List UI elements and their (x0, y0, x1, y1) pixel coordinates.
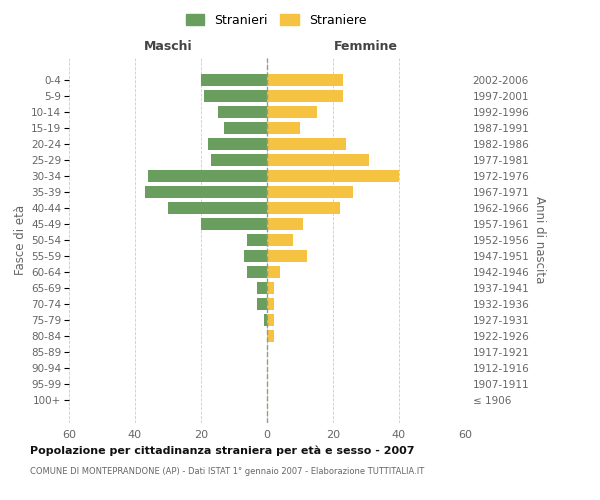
Bar (257, 298, 267, 310)
Text: Maschi: Maschi (143, 40, 193, 52)
Bar (267, 122, 300, 134)
Bar (267, 202, 340, 214)
Bar (247, 234, 267, 246)
Bar (264, 314, 267, 326)
Bar (267, 138, 346, 150)
Bar (145, 186, 267, 198)
Bar (267, 186, 353, 198)
Text: Femmine: Femmine (334, 40, 398, 52)
Bar (267, 154, 370, 166)
Bar (267, 170, 399, 182)
Bar (267, 266, 280, 278)
Bar (148, 170, 267, 182)
Text: COMUNE DI MONTEPRANDONE (AP) - Dati ISTAT 1° gennaio 2007 - Elaborazione TUTTITA: COMUNE DI MONTEPRANDONE (AP) - Dati ISTA… (30, 468, 424, 476)
Bar (257, 282, 267, 294)
Bar (267, 250, 307, 262)
Bar (267, 234, 293, 246)
Bar (267, 314, 274, 326)
Text: Popolazione per cittadinanza straniera per età e sesso - 2007: Popolazione per cittadinanza straniera p… (30, 445, 415, 456)
Bar (267, 282, 274, 294)
Bar (201, 74, 267, 86)
Legend: Stranieri, Straniere: Stranieri, Straniere (181, 8, 371, 32)
Bar (224, 122, 267, 134)
Bar (168, 202, 267, 214)
Bar (211, 154, 267, 166)
Bar (244, 250, 267, 262)
Y-axis label: Anni di nascita: Anni di nascita (533, 196, 546, 284)
Bar (208, 138, 267, 150)
Bar (267, 298, 274, 310)
Bar (247, 266, 267, 278)
Bar (267, 74, 343, 86)
Bar (218, 106, 267, 118)
Bar (201, 218, 267, 230)
Bar (267, 218, 304, 230)
Bar (267, 330, 274, 342)
Bar (204, 90, 267, 102)
Y-axis label: Fasce di età: Fasce di età (14, 205, 27, 275)
Bar (267, 90, 343, 102)
Bar (267, 106, 317, 118)
